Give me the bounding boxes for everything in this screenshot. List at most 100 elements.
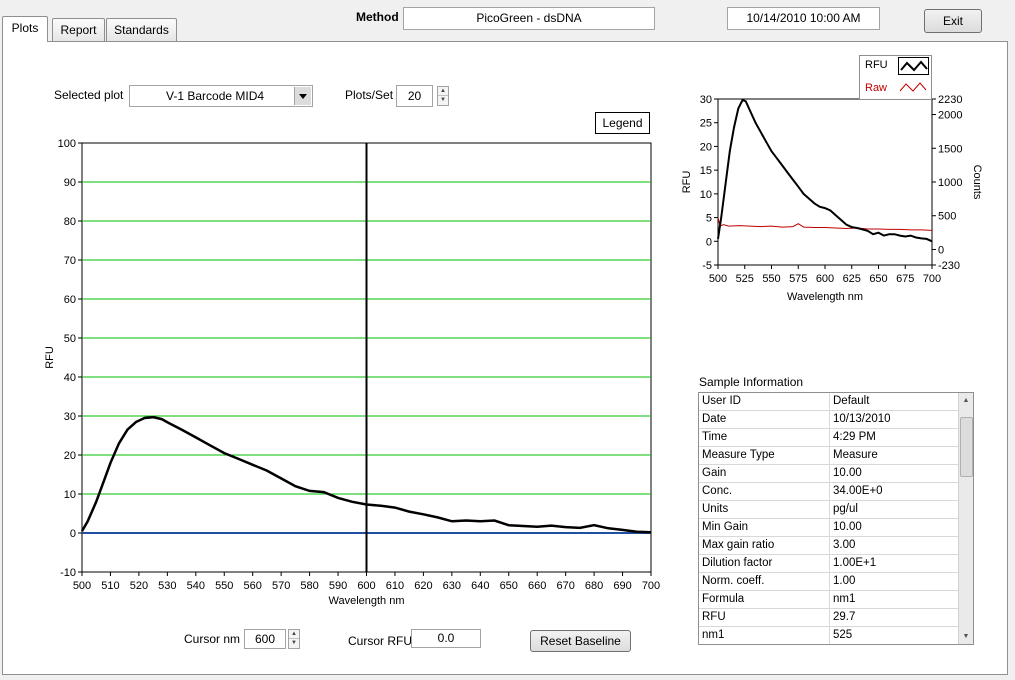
y-tick-label: 0 xyxy=(70,528,76,540)
x-tick-label: 500 xyxy=(709,273,727,285)
info-field-name: User ID xyxy=(699,393,830,411)
table-row[interactable]: nm1 525 xyxy=(699,626,958,644)
x-tick-label: 580 xyxy=(300,580,318,592)
table-row[interactable]: Max gain ratio 3.00 xyxy=(699,536,958,555)
info-field-value: 4:29 PM xyxy=(829,428,958,447)
increment-icon[interactable]: ▲ xyxy=(289,630,299,639)
table-row[interactable]: RFU 29.7 xyxy=(699,608,958,627)
selected-plot-dropdown[interactable]: V-1 Barcode MID4 xyxy=(129,85,313,107)
x-tick-label: 670 xyxy=(556,580,574,592)
x-tick-label: 680 xyxy=(585,580,603,592)
scroll-down-icon[interactable]: ▼ xyxy=(962,633,970,640)
y-tick-label: -10 xyxy=(60,567,76,579)
cursor-nm-input[interactable]: 600 xyxy=(244,629,286,649)
info-field-value: 10.00 xyxy=(829,464,958,483)
x-tick-label: 550 xyxy=(215,580,233,592)
cursor-nm-stepper[interactable]: ▲ ▼ xyxy=(288,629,300,649)
x-tick-label: 600 xyxy=(357,580,375,592)
dropdown-arrow-button[interactable] xyxy=(294,87,311,105)
table-row[interactable]: Units pg/ul xyxy=(699,500,958,519)
y-tick-label: 20 xyxy=(64,450,76,462)
y-tick-label: 30 xyxy=(64,411,76,423)
plots-per-set-stepper[interactable]: ▲ ▼ xyxy=(437,86,449,106)
tab-plots[interactable]: Plots xyxy=(2,16,48,42)
x-tick-label: 660 xyxy=(528,580,546,592)
table-row[interactable]: Date 10/13/2010 xyxy=(699,410,958,429)
legend-entry-rfu: RFU xyxy=(865,59,888,71)
x-tick-label: 650 xyxy=(500,580,518,592)
table-row[interactable]: User ID Default xyxy=(699,393,958,411)
x-tick-label: 600 xyxy=(816,273,834,285)
info-field-value: 10/13/2010 xyxy=(829,410,958,429)
y2-tick-label: 1000 xyxy=(938,177,962,189)
y2-tick-label: 0 xyxy=(938,244,944,256)
y-tick-label: 15 xyxy=(700,165,712,177)
x-tick-label: 530 xyxy=(158,580,176,592)
decrement-icon[interactable]: ▼ xyxy=(440,97,446,103)
x-tick-label: 700 xyxy=(923,273,941,285)
scroll-up-icon[interactable]: ▲ xyxy=(962,397,970,404)
x-tick-label: 690 xyxy=(613,580,631,592)
y-tick-label: 90 xyxy=(64,177,76,189)
info-field-value: 1.00 xyxy=(829,572,958,591)
scrollbar-thumb[interactable] xyxy=(960,417,973,477)
info-field-value: nm1 xyxy=(829,590,958,609)
y2-tick-label: 500 xyxy=(938,211,956,223)
plots-panel: Selected plot V-1 Barcode MID4 Plots/Set… xyxy=(2,41,1008,675)
y-tick-label: 100 xyxy=(58,138,76,150)
selected-plot-label: Selected plot xyxy=(54,88,124,102)
x-tick-label: 590 xyxy=(329,580,347,592)
info-field-value: 29.7 xyxy=(829,608,958,627)
x-axis-label: Wavelength nm xyxy=(787,291,863,303)
x-tick-label: 500 xyxy=(73,580,91,592)
reset-baseline-button[interactable]: Reset Baseline xyxy=(530,630,631,652)
table-row[interactable]: Measure Type Measure xyxy=(699,446,958,465)
plots-per-set-input[interactable]: 20 xyxy=(396,85,433,107)
info-field-name: Dilution factor xyxy=(699,554,830,573)
y-tick-label: 80 xyxy=(64,216,76,228)
info-field-name: Formula xyxy=(699,590,830,609)
table-row[interactable]: Time 4:29 PM xyxy=(699,428,958,447)
table-row[interactable]: Gain 10.00 xyxy=(699,464,958,483)
x-tick-label: 630 xyxy=(443,580,461,592)
x-tick-label: 625 xyxy=(843,273,861,285)
sample-info-scrollbar[interactable]: ▲ ▼ xyxy=(958,393,973,644)
datetime-display: 10/14/2010 10:00 AM xyxy=(727,7,880,30)
chart-legend: RFU Raw xyxy=(859,55,932,100)
info-field-name: RFU xyxy=(699,608,830,627)
info-field-value: pg/ul xyxy=(829,500,958,519)
method-label: Method xyxy=(356,10,399,24)
info-field-value: Default xyxy=(829,393,958,411)
info-field-name: Max gain ratio xyxy=(699,536,830,555)
x-tick-label: 675 xyxy=(896,273,914,285)
tab-standards[interactable]: Standards xyxy=(106,18,177,41)
decrement-icon[interactable]: ▼ xyxy=(291,640,297,646)
method-field[interactable]: PicoGreen - dsDNA xyxy=(403,7,655,30)
tab-report[interactable]: Report xyxy=(52,18,105,41)
x-tick-label: 650 xyxy=(869,273,887,285)
table-row[interactable]: Dilution factor 1.00E+1 xyxy=(699,554,958,573)
legend-entry-raw: Raw xyxy=(865,82,888,94)
legend-swatch-raw xyxy=(898,79,929,97)
plots-per-set-label: Plots/Set xyxy=(345,88,394,102)
increment-icon[interactable]: ▲ xyxy=(438,87,448,96)
y-tick-label: 30 xyxy=(700,94,712,106)
info-field-name: Norm. coeff. xyxy=(699,572,830,591)
table-row[interactable]: Conc. 34.00E+0 xyxy=(699,482,958,501)
x-tick-label: 700 xyxy=(642,580,660,592)
x-tick-label: 520 xyxy=(130,580,148,592)
y2-tick-label: 1500 xyxy=(938,143,962,155)
exit-button[interactable]: Exit xyxy=(924,9,982,33)
legend-swatch-rfu xyxy=(898,57,929,75)
sample-info-table[interactable]: User ID Default Date 10/13/2010 Time 4:29 PM M… xyxy=(698,392,974,645)
table-row[interactable]: Formula nm1 xyxy=(699,590,958,609)
info-field-name: Min Gain xyxy=(699,518,830,537)
main-spectrum-chart: -10 0 10 20 30 40 50 60 70 80 90 100 500 510 520 530 540… xyxy=(44,138,660,607)
table-row[interactable]: Norm. coeff. 1.00 xyxy=(699,572,958,591)
legend-button[interactable]: Legend xyxy=(595,112,650,134)
y-axis-label: RFU xyxy=(681,171,693,194)
y2-tick-label: 2000 xyxy=(938,110,962,122)
info-field-value: 10.00 xyxy=(829,518,958,537)
table-row[interactable]: Min Gain 10.00 xyxy=(699,518,958,537)
x-tick-label: 640 xyxy=(471,580,489,592)
